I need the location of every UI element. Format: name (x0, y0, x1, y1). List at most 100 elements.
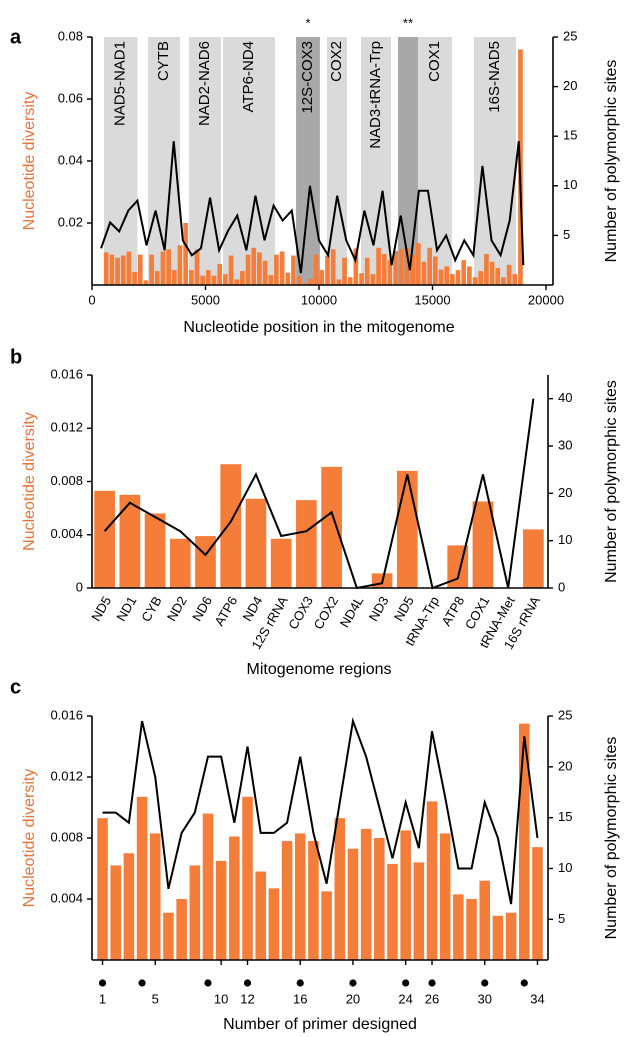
bar (467, 266, 472, 285)
bar (478, 271, 484, 285)
y2-tick-label: 40 (558, 390, 572, 405)
x-tick-label: 5000 (191, 292, 220, 307)
x-tick-label: 26 (425, 991, 439, 1006)
gene-region (188, 37, 221, 285)
bar (123, 853, 135, 960)
bar (136, 796, 148, 960)
gene-region (360, 37, 391, 285)
bar (296, 500, 317, 588)
bar (492, 915, 504, 960)
x-axis-title: Mitogenome regions (247, 661, 392, 678)
bar (404, 247, 410, 285)
x-tick-label: CYB (138, 594, 164, 625)
bar (169, 538, 191, 588)
bar (194, 249, 200, 285)
bar (410, 254, 415, 285)
y-tick-label: 0.004 (50, 890, 83, 905)
bar (268, 888, 280, 960)
x-tick-label: 20 (346, 991, 360, 1006)
bar (308, 278, 313, 285)
y2-tick-label: 10 (558, 860, 572, 875)
bar (234, 279, 240, 285)
y-tick-label: 0.08 (58, 28, 83, 43)
bar (279, 251, 285, 285)
bar (479, 880, 491, 960)
bar (433, 256, 438, 285)
bar (359, 273, 364, 285)
x-tick-label: 34 (530, 991, 544, 1006)
y2-tick-label: 25 (558, 707, 572, 722)
y2-tick-label: 20 (558, 485, 572, 500)
panel-label: b (10, 346, 22, 368)
bar (374, 838, 385, 960)
bar (211, 275, 217, 285)
bar (109, 254, 115, 285)
x-tick-label: ND4L (337, 594, 367, 630)
y2-tick-label: 20 (558, 758, 572, 773)
y-tick-label: 0 (76, 579, 83, 594)
primer-dot (481, 979, 489, 987)
y-tick-label: 0.06 (58, 90, 83, 105)
bar (461, 260, 467, 285)
bar (400, 830, 411, 960)
x-tick-label: ND3 (366, 594, 392, 624)
x-tick-label: 12 (240, 991, 254, 1006)
y2-tick-label: 10 (558, 532, 572, 547)
gene-region (296, 37, 320, 285)
bar (149, 254, 154, 285)
bar (321, 466, 342, 588)
x-tick-label: ND2 (164, 594, 190, 624)
y2-tick-label: 10 (563, 177, 577, 192)
bar (398, 249, 404, 285)
x-tick-label: ND5 (391, 594, 417, 624)
x-tick-label: ND4 (240, 594, 266, 624)
bar (381, 254, 387, 285)
bar (281, 841, 293, 960)
bar (177, 245, 183, 285)
bar (94, 490, 115, 588)
primer-dot (402, 979, 410, 987)
x-axis-title: Number of primer designed (223, 1016, 417, 1033)
bar (439, 833, 451, 960)
y2-tick-label: 5 (563, 227, 570, 242)
bar (200, 275, 205, 285)
bar (285, 272, 291, 285)
y2-tick-label: 5 (558, 911, 565, 926)
bar (245, 498, 267, 588)
y2-axis-title: Number of polymorphic sites (603, 737, 620, 940)
bar (119, 494, 141, 588)
bar (319, 270, 325, 285)
bar (484, 254, 489, 285)
bar (472, 501, 494, 588)
x-tick-label: COX3 (285, 594, 316, 632)
bar (176, 899, 187, 960)
x-tick-label: 30 (478, 991, 492, 1006)
x-tick-label: ND5 (88, 594, 114, 624)
bar (360, 828, 372, 960)
bar (413, 862, 425, 960)
primer-dot (349, 979, 357, 987)
bar (353, 248, 359, 285)
line (100, 141, 525, 274)
line (102, 717, 539, 905)
x-tick-label: 10000 (301, 292, 337, 307)
region-label: COX2 (328, 41, 345, 82)
bar (143, 280, 149, 285)
x-tick-label: 15000 (414, 292, 450, 307)
bar (296, 276, 302, 285)
bar (115, 257, 120, 285)
bar (189, 865, 201, 960)
bar (228, 255, 234, 285)
bar (370, 274, 376, 285)
bar (505, 912, 517, 960)
region-label: ATP6-ND4 (240, 41, 257, 112)
y2-tick-label: 15 (563, 128, 577, 143)
bar (103, 252, 109, 285)
x-tick-label: 20000 (528, 292, 564, 307)
bar (166, 249, 171, 285)
x-tick-label: 10 (214, 991, 228, 1006)
primer-dot (98, 979, 107, 987)
gene-region (417, 37, 453, 285)
bar (120, 255, 126, 285)
